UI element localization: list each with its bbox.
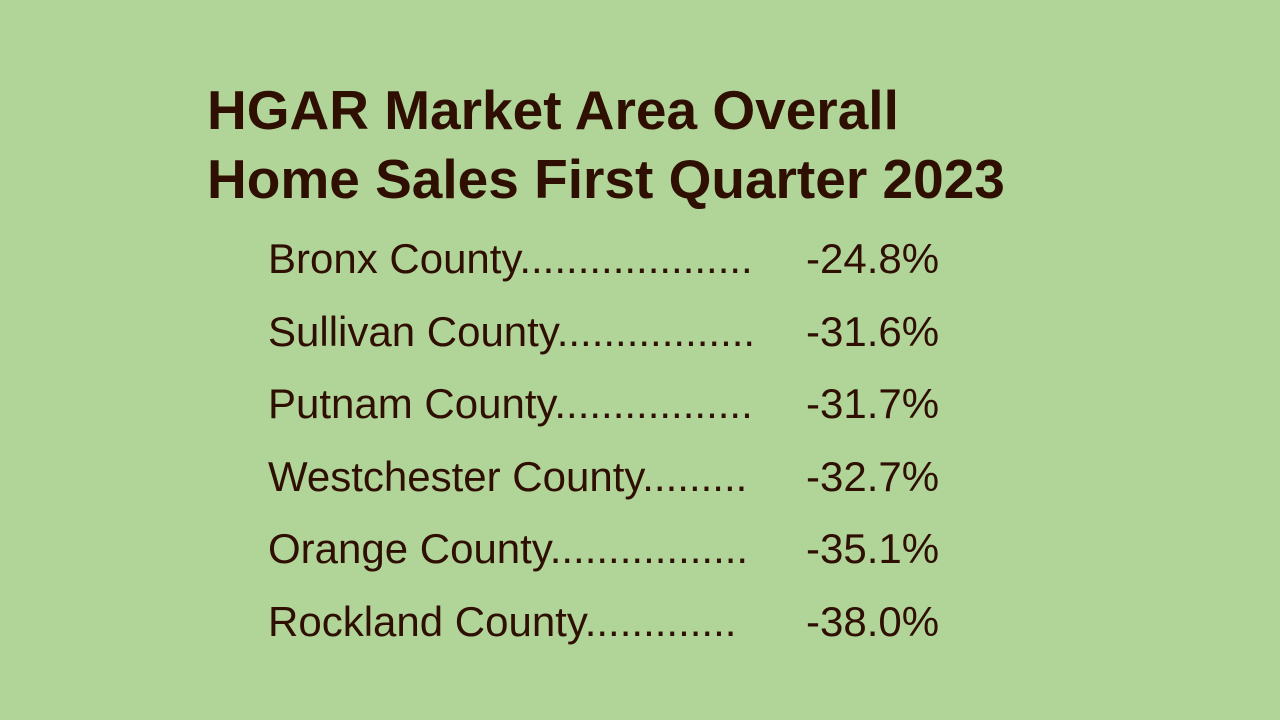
title-line-1: HGAR Market Area Overall: [207, 79, 899, 141]
sales-change-value: -24.8%: [806, 235, 940, 282]
sales-change-value: -35.1%: [806, 525, 940, 573]
sales-change-value: -31.6%: [806, 307, 940, 355]
county-sales-list: Bronx County.................... -24.8% …: [268, 230, 968, 666]
county-row-putnam: Putnam County................. -31.7%: [268, 375, 968, 448]
county-label: Bronx County....................: [268, 235, 753, 282]
county-label: Orange County.................: [268, 525, 749, 573]
county-label: Sullivan County.................: [268, 307, 756, 355]
sales-change-value: -31.7%: [806, 380, 940, 428]
county-label: Westchester County.........: [268, 452, 748, 500]
county-label: Putnam County.................: [268, 380, 753, 428]
sales-change-value: -32.7%: [806, 452, 940, 500]
county-row-orange: Orange County................. -35.1%: [268, 520, 968, 593]
slide-title: HGAR Market Area Overall Home Sales Firs…: [207, 76, 1005, 214]
county-row-westchester: Westchester County......... -32.7%: [268, 448, 968, 521]
county-label: Rockland County.............: [268, 597, 737, 645]
county-row-bronx: Bronx County.................... -24.8%: [268, 230, 968, 303]
county-row-sullivan: Sullivan County................. -31.6%: [268, 303, 968, 376]
sales-change-value: -38.0%: [806, 597, 940, 645]
title-line-2: Home Sales First Quarter 2023: [207, 148, 1005, 210]
county-row-rockland: Rockland County............. -38.0%: [268, 593, 968, 666]
